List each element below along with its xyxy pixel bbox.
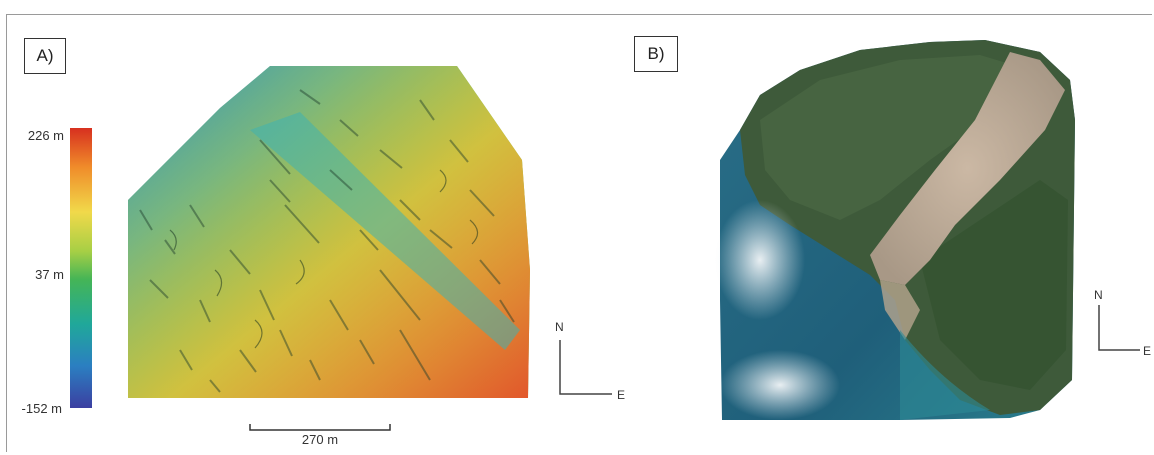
north-arrow-b (1098, 305, 1140, 351)
colorbar-min-label: -152 m (21, 401, 62, 416)
north-arrow-a (559, 340, 612, 395)
colorbar-mid-label: 37 m (35, 267, 64, 282)
panel-a-label: A) (24, 38, 66, 74)
east-label-b: E (1143, 344, 1152, 358)
aerial-photo (715, 40, 1075, 420)
scale-bar-label: 270 m (301, 432, 339, 447)
east-label-a: E (617, 388, 626, 402)
panel-b-label: B) (634, 36, 678, 72)
dem-surface (128, 66, 530, 398)
north-label-b: N (1094, 288, 1103, 302)
scale-bar (249, 424, 391, 431)
elevation-colorbar (70, 128, 92, 408)
colorbar-max-label: 226 m (27, 128, 64, 143)
figure-frame (6, 14, 1152, 452)
north-label-a: N (555, 320, 564, 334)
